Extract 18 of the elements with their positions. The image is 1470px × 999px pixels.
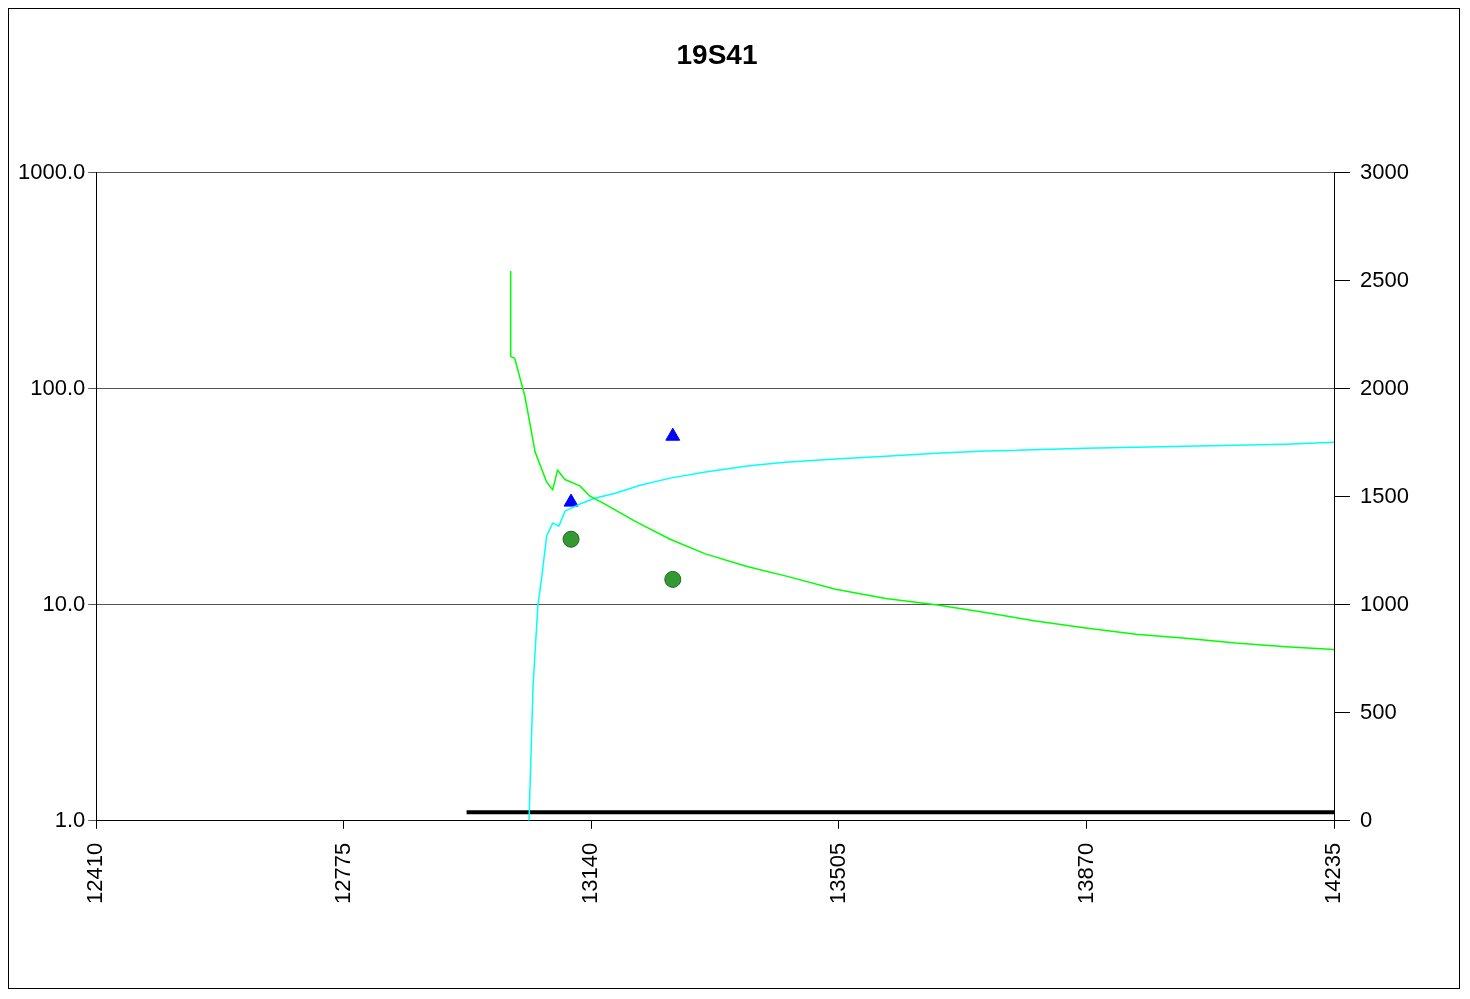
- y2-tick-label: 0: [1360, 806, 1373, 832]
- x-tick-label: 12775: [329, 842, 355, 905]
- x-tick-label: 12410: [82, 842, 108, 905]
- y-tick-label: 10.0: [42, 590, 86, 616]
- x-tick-label: 14235: [1320, 842, 1346, 905]
- y-tick-label: 1.0: [54, 806, 86, 832]
- y2-tick-label: 1000: [1360, 590, 1410, 616]
- x-tick-label: 13870: [1072, 842, 1098, 905]
- x-tick-label: 13505: [825, 842, 851, 905]
- y2-tick-label: 500: [1360, 698, 1397, 724]
- y-tick-label: 1000.0: [17, 158, 86, 184]
- y2-tick-label: 2000: [1360, 374, 1410, 400]
- y-tick-label: 100.0: [30, 374, 86, 400]
- y2-tick-label: 1500: [1360, 482, 1410, 508]
- y2-tick-label: 2500: [1360, 266, 1410, 292]
- x-tick-label: 13140: [577, 842, 603, 905]
- chart-title: 19S41: [676, 38, 758, 70]
- y2-tick-label: 3000: [1360, 158, 1410, 184]
